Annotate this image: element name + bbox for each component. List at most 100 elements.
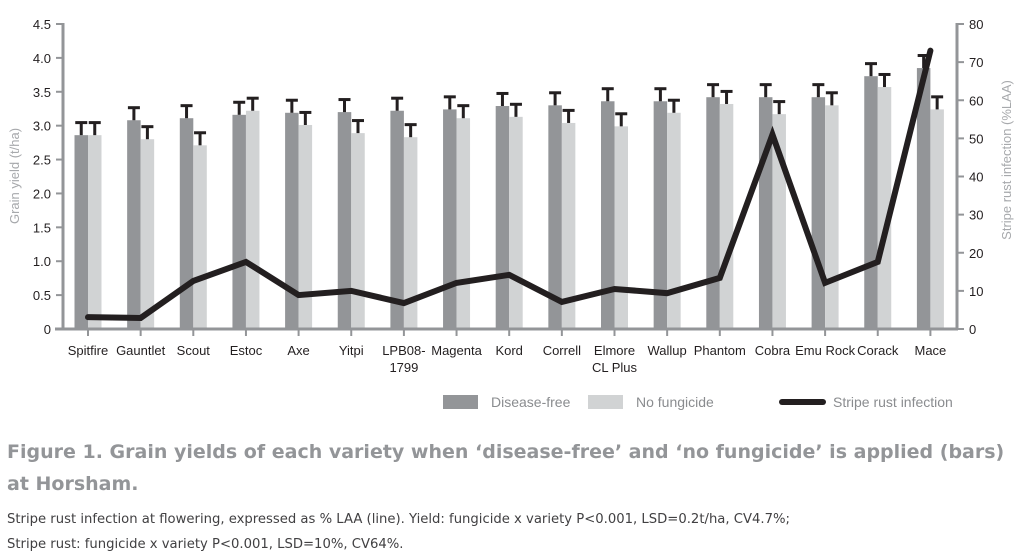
bar-disease-free (495, 106, 510, 329)
bar-disease-free (390, 110, 404, 329)
category-label: 1799 (389, 360, 418, 375)
caption-body-line-1: Stripe rust infection at flowering, expr… (7, 512, 790, 527)
stripe-rust-point (140, 317, 142, 319)
bar-no-fungicide (88, 135, 102, 329)
stripe-rust-point (666, 292, 668, 294)
category-label: Gauntlet (116, 343, 166, 358)
stripe-rust-point (508, 274, 510, 276)
category-label: Mace (915, 343, 947, 358)
left-axis-tick-label: 3.0 (33, 119, 51, 134)
category-label: Kord (495, 343, 522, 358)
legend-swatch-disease-free (443, 395, 478, 409)
bar-no-fungicide (403, 137, 418, 329)
left-axis-ticks: 0 0.5 1.0 1.5 2.0 2.5 3.0 3.5 4.0 4.5 (33, 17, 63, 337)
bar-disease-free (653, 101, 668, 330)
bar-disease-free (74, 135, 88, 329)
legend-item-disease-free: Disease-free (443, 394, 571, 410)
bar-no-fungicide (298, 124, 313, 329)
bar-no-fungicide (193, 145, 207, 329)
left-axis-title: Grain yield (t/ha) (7, 128, 22, 224)
right-axis-tick-label: 10 (969, 284, 983, 299)
caption-title-line-1: Figure 1. Grain yields of each variety w… (7, 441, 1005, 463)
bar-no-fungicide (140, 139, 155, 329)
stripe-rust-point (298, 294, 300, 296)
bars-layer (74, 68, 944, 330)
left-axis-tick-label: 0 (44, 322, 51, 337)
bar-no-fungicide (930, 109, 944, 330)
bar-disease-free (443, 109, 457, 330)
legend-label-stripe-rust-infection: Stripe rust infection (833, 394, 953, 410)
category-label: Phantom (694, 343, 746, 358)
bar-disease-free (127, 120, 141, 329)
right-axis-title: Stripe rust infection (%LAA) (999, 80, 1014, 240)
stripe-rust-point (245, 261, 247, 263)
category-label: Elmore (594, 343, 635, 358)
figure-caption-body: Stripe rust infection at flowering, expr… (7, 507, 1012, 557)
bar-no-fungicide (719, 103, 734, 329)
bar-no-fungicide (351, 133, 365, 329)
bar-disease-free (864, 76, 878, 329)
bar-no-fungicide (561, 122, 576, 329)
left-axis-tick-label: 0.5 (33, 288, 51, 303)
legend-swatch-no-fungicide (588, 395, 623, 409)
stripe-rust-point (771, 134, 773, 136)
bar-disease-free (232, 114, 246, 329)
category-label: Correll (543, 343, 581, 358)
left-axis-tick-label: 4.5 (33, 17, 51, 32)
right-axis-tick-label: 20 (969, 246, 983, 261)
left-axis-tick-label: 3.5 (33, 85, 51, 100)
bar-no-fungicide (614, 126, 628, 329)
stripe-rust-point (87, 316, 89, 318)
bar-no-fungicide (825, 105, 839, 329)
stripe-rust-point (929, 50, 931, 52)
category-label: Yitpi (339, 343, 364, 358)
stripe-rust-point (877, 261, 879, 263)
right-axis-tick-label: 60 (969, 93, 983, 108)
caption-body-line-2: Stripe rust: fungicide x variety P<0.001… (7, 537, 404, 552)
right-axis-tick-label: 70 (969, 55, 983, 70)
category-label: Magenta (431, 343, 482, 358)
stripe-rust-point (350, 290, 352, 292)
stripe-rust-point (824, 282, 826, 284)
category-label: Wallup (648, 343, 687, 358)
bar-disease-free (811, 97, 826, 329)
left-axis-tick-label: 1.0 (33, 254, 51, 269)
left-axis-tick-label: 1.5 (33, 220, 51, 235)
category-label: Corack (857, 343, 899, 358)
stripe-rust-point (614, 288, 615, 290)
category-label: Axe (287, 343, 309, 358)
legend: Disease-free No fungicide Stripe rust in… (443, 394, 953, 410)
left-axis-tick-label: 2.0 (33, 186, 51, 201)
bar-no-fungicide (509, 116, 523, 329)
category-labels: Spitfire Gauntlet Scout Estoc Axe Yitpi LPB08-… (68, 343, 947, 375)
right-axis-tick-label: 80 (969, 17, 983, 32)
bar-disease-free (916, 68, 931, 330)
stripe-rust-point (561, 301, 563, 303)
category-label: Scout (177, 343, 211, 358)
stripe-rust-point (192, 280, 194, 282)
error-bars-layer (75, 54, 944, 146)
legend-item-stripe-rust-infection: Stripe rust infection (779, 394, 953, 410)
category-label: CL Plus (592, 360, 638, 375)
legend-item-no-fungicide: No fungicide (588, 394, 714, 410)
left-axis-tick-label: 2.5 (33, 153, 51, 168)
bar-no-fungicide (667, 112, 681, 330)
legend-label-no-fungicide: No fungicide (636, 394, 714, 410)
bar-disease-free (179, 118, 194, 329)
stripe-rust-line-layer (85, 47, 934, 321)
bar-disease-free (706, 97, 720, 329)
right-axis-tick-label: 0 (969, 322, 976, 337)
stripe-rust-point (403, 302, 405, 304)
category-label: Emu Rock (795, 343, 855, 358)
right-axis-ticks: 0 10 20 30 40 50 60 70 80 (957, 17, 983, 337)
category-label: Estoc (230, 343, 263, 358)
stripe-rust-point (456, 282, 458, 284)
legend-label-disease-free: Disease-free (491, 394, 571, 410)
right-axis-tick-label: 30 (969, 208, 983, 223)
bar-disease-free (548, 105, 562, 329)
bar-disease-free (601, 101, 615, 330)
bar-no-fungicide (245, 110, 260, 329)
chart: 0 0.5 1.0 1.5 2.0 2.5 3.0 3.5 4.0 4.5 0 10 20 30 40 50… (7, 17, 1014, 410)
category-label: Cobra (755, 343, 791, 358)
left-axis-tick-label: 4.0 (33, 51, 51, 66)
